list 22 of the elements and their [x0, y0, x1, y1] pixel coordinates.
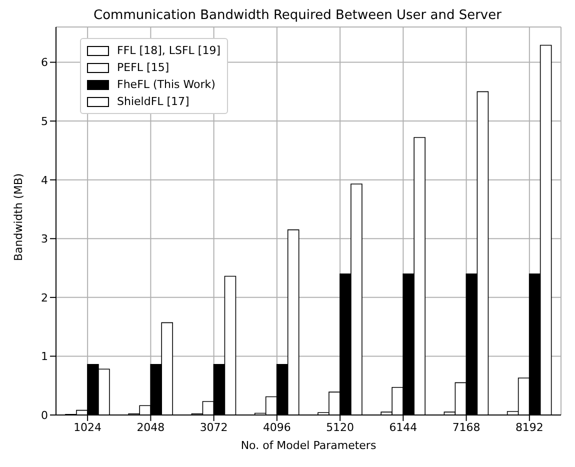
y-tick-label: 5 — [41, 114, 48, 128]
x-axis-title: No. of Model Parameters — [240, 439, 376, 452]
x-tick-label: 5120 — [326, 420, 354, 434]
legend-label: FheFL (This Work) — [117, 78, 216, 91]
y-tick-label: 1 — [41, 350, 48, 364]
y-tick-label: 0 — [41, 408, 48, 422]
legend-label: FFL [18], LSFL [19] — [117, 44, 220, 57]
chart-title: Communication Bandwidth Required Between User and Server — [92, 8, 502, 23]
x-tick-label: 2048 — [136, 420, 165, 434]
x-tick-label: 4096 — [262, 420, 291, 434]
x-tick-label: 1024 — [74, 420, 102, 434]
y-tick-label: 2 — [41, 291, 48, 304]
x-tick-label: 6144 — [389, 420, 418, 434]
x-tick-label: 8192 — [515, 420, 544, 434]
y-tick-label: 6 — [41, 56, 48, 70]
y-axis-title: Bandwidth (MB) — [12, 173, 25, 261]
x-tick-label: 3072 — [200, 420, 228, 434]
y-tick-label: 4 — [41, 174, 48, 187]
y-tick-label: 3 — [41, 232, 48, 246]
x-tick-label: 7168 — [452, 420, 480, 434]
legend-label: ShieldFL [17] — [117, 95, 190, 108]
legend-label: PEFL [15] — [117, 61, 170, 74]
